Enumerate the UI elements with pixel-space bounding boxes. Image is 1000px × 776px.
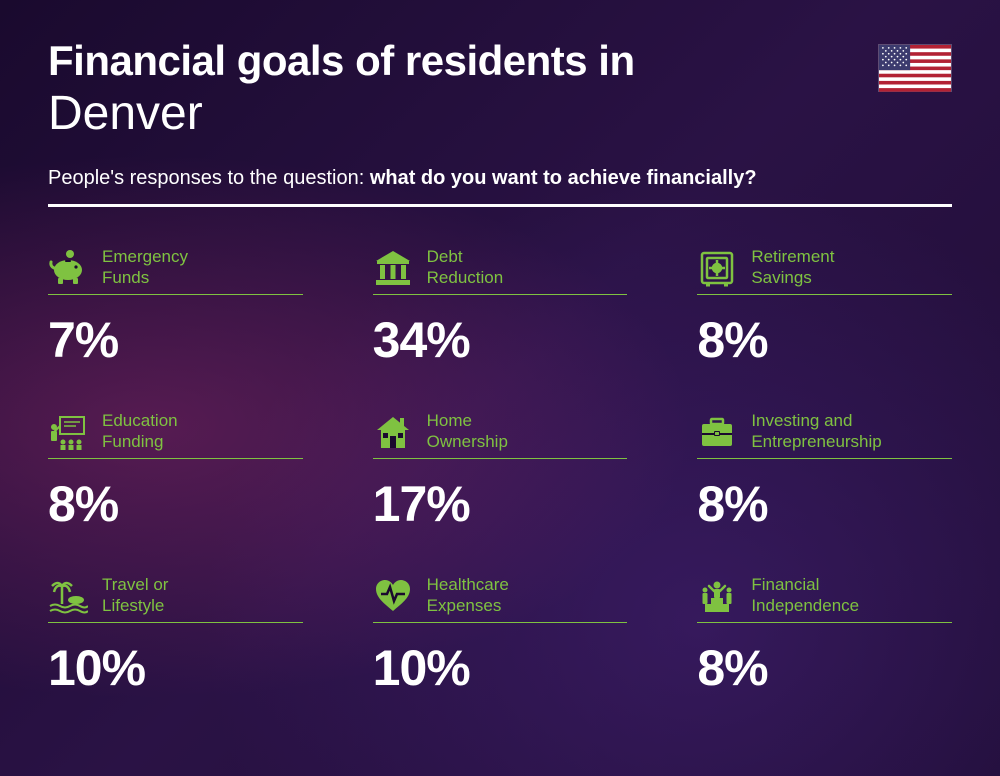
goal-label: RetirementSavings	[751, 247, 834, 288]
goal-label: FinancialIndependence	[751, 575, 859, 616]
goal-label: Travel orLifestyle	[102, 575, 168, 616]
subtitle: People's responses to the question: what…	[48, 167, 952, 190]
title-line-2: Denver	[48, 86, 952, 141]
goal-value: 10%	[373, 639, 628, 697]
independence-icon	[697, 576, 737, 616]
goal-financial-independence: FinancialIndependence 8%	[697, 575, 952, 697]
item-head: EmergencyFunds	[48, 247, 303, 295]
subtitle-prefix: People's responses to the question:	[48, 167, 370, 189]
item-head: Travel orLifestyle	[48, 575, 303, 623]
goal-label: DebtReduction	[427, 247, 504, 288]
goal-label: HomeOwnership	[427, 411, 508, 452]
goal-home-ownership: HomeOwnership 17%	[373, 411, 628, 533]
goal-value: 34%	[373, 311, 628, 369]
item-head: HealthcareExpenses	[373, 575, 628, 623]
goal-investing-entrepreneurship: Investing andEntrepreneurship 8%	[697, 411, 952, 533]
header: Financial goals of residents in Denver P…	[48, 38, 952, 207]
item-head: EducationFunding	[48, 411, 303, 459]
goal-retirement-savings: RetirementSavings 8%	[697, 247, 952, 369]
goal-travel-lifestyle: Travel orLifestyle 10%	[48, 575, 303, 697]
briefcase-icon	[697, 412, 737, 452]
item-head: HomeOwnership	[373, 411, 628, 459]
title-line-1: Financial goals of residents in	[48, 38, 952, 84]
goal-label: HealthcareExpenses	[427, 575, 509, 616]
education-icon	[48, 412, 88, 452]
piggy-bank-icon	[48, 248, 88, 288]
goal-healthcare-expenses: HealthcareExpenses 10%	[373, 575, 628, 697]
house-icon	[373, 412, 413, 452]
goal-emergency-funds: EmergencyFunds 7%	[48, 247, 303, 369]
goals-grid: EmergencyFunds 7% DebtReduction 34% Reti…	[48, 247, 952, 697]
travel-icon	[48, 576, 88, 616]
goal-label: EmergencyFunds	[102, 247, 188, 288]
item-head: Investing andEntrepreneurship	[697, 411, 952, 459]
goal-value: 10%	[48, 639, 303, 697]
goal-label: EducationFunding	[102, 411, 178, 452]
goal-education-funding: EducationFunding 8%	[48, 411, 303, 533]
safe-icon	[697, 248, 737, 288]
bank-icon	[373, 248, 413, 288]
item-head: DebtReduction	[373, 247, 628, 295]
goal-label: Investing andEntrepreneurship	[751, 411, 881, 452]
item-head: RetirementSavings	[697, 247, 952, 295]
goal-value: 8%	[697, 311, 952, 369]
goal-value: 7%	[48, 311, 303, 369]
flag-us-icon	[878, 44, 952, 92]
item-head: FinancialIndependence	[697, 575, 952, 623]
goal-value: 8%	[48, 475, 303, 533]
divider	[48, 204, 952, 207]
subtitle-bold: what do you want to achieve financially?	[370, 167, 757, 189]
goal-value: 8%	[697, 475, 952, 533]
goal-value: 8%	[697, 639, 952, 697]
healthcare-icon	[373, 576, 413, 616]
goal-value: 17%	[373, 475, 628, 533]
goal-debt-reduction: DebtReduction 34%	[373, 247, 628, 369]
